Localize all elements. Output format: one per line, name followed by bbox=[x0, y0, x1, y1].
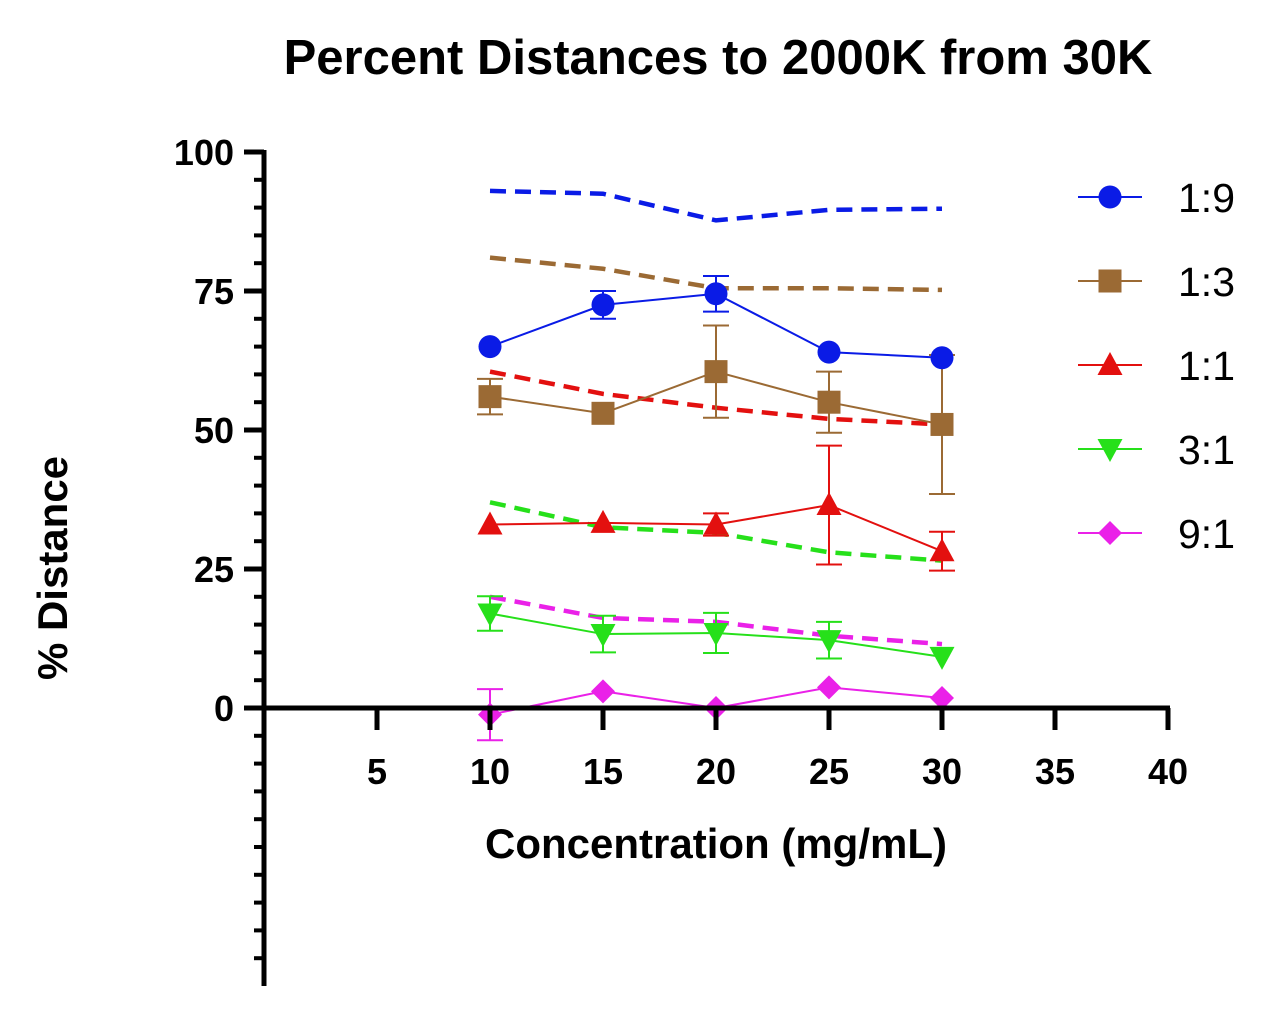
x-tick-label: 35 bbox=[1035, 751, 1075, 792]
point-3-1 bbox=[590, 624, 616, 648]
point-9-1 bbox=[817, 675, 841, 700]
point-1-1 bbox=[703, 511, 729, 535]
point-1-9 bbox=[591, 293, 615, 317]
legend-marker-1-3 bbox=[1098, 269, 1122, 293]
point-3-1 bbox=[816, 630, 842, 654]
x-tick-label: 40 bbox=[1148, 751, 1188, 792]
point-1-9 bbox=[704, 282, 728, 306]
error-bars bbox=[477, 274, 955, 742]
point-1-3 bbox=[704, 360, 728, 384]
axes: 0 25 50 75 100 5 10 15 20 25 30 35 40 bbox=[174, 132, 1188, 986]
point-3-1 bbox=[703, 622, 729, 646]
point-1-1 bbox=[816, 492, 842, 516]
legend: 1:9 1:3 1:1 3:1 9:1 bbox=[1078, 175, 1235, 557]
point-1-3 bbox=[478, 385, 502, 409]
legend-label-1-1: 1:1 bbox=[1178, 343, 1235, 389]
legend-marker-1-9 bbox=[1098, 185, 1122, 209]
point-1-3 bbox=[817, 390, 841, 414]
point-3-1 bbox=[477, 603, 503, 627]
y-tick-label: 0 bbox=[214, 688, 234, 729]
x-tick-label: 25 bbox=[809, 751, 849, 792]
x-tick-label: 30 bbox=[922, 751, 962, 792]
legend-label-1-9: 1:9 bbox=[1178, 175, 1235, 221]
y-tick-label: 100 bbox=[174, 132, 234, 173]
point-1-1 bbox=[929, 538, 955, 562]
point-1-3 bbox=[930, 412, 954, 436]
x-tick-label: 10 bbox=[470, 751, 510, 792]
markers bbox=[477, 282, 955, 727]
y-tick-label: 75 bbox=[194, 271, 234, 312]
x-tick-label: 5 bbox=[367, 751, 387, 792]
x-tick-label: 15 bbox=[583, 751, 623, 792]
point-9-1 bbox=[930, 685, 954, 710]
legend-label-1-3: 1:3 bbox=[1178, 259, 1235, 305]
x-axis-label: Concentration (mg/mL) bbox=[485, 820, 947, 867]
point-1-9 bbox=[478, 335, 502, 359]
legend-marker-3-1 bbox=[1097, 439, 1123, 462]
point-9-1 bbox=[591, 679, 615, 704]
x-tick-label: 20 bbox=[696, 751, 736, 792]
point-1-1 bbox=[477, 511, 503, 535]
chart-title: Percent Distances to 2000K from 30K bbox=[284, 31, 1153, 85]
point-1-1 bbox=[590, 509, 616, 533]
fit-line-1-9 bbox=[489, 188, 943, 223]
legend-label-9-1: 9:1 bbox=[1178, 511, 1235, 557]
y-tick-label: 25 bbox=[194, 549, 234, 590]
legend-marker-1-1 bbox=[1097, 352, 1123, 375]
point-1-3 bbox=[591, 401, 615, 425]
point-1-9 bbox=[817, 340, 841, 364]
point-3-1 bbox=[929, 646, 955, 670]
y-tick-label: 50 bbox=[194, 410, 234, 451]
legend-label-3-1: 3:1 bbox=[1178, 427, 1235, 473]
legend-marker-9-1 bbox=[1098, 521, 1122, 545]
y-axis-label: % Distance bbox=[29, 456, 76, 680]
point-1-9 bbox=[930, 346, 954, 370]
